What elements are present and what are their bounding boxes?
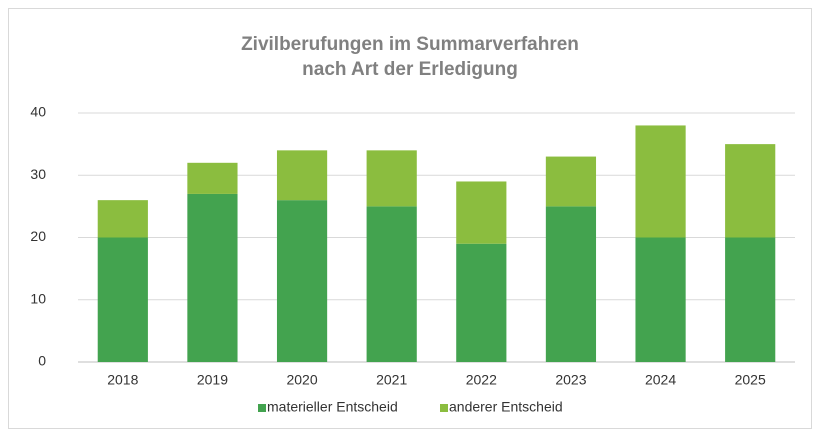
y-tick-label: 0 [38,353,46,369]
bar-segment [635,125,686,238]
bar-segment [725,237,776,362]
bar-segment [97,237,148,362]
chart-title: nach Art der Erledigung [302,59,518,80]
legend-label: anderer Entscheid [449,399,563,415]
bar-segment [276,150,328,201]
x-tick-label: 2019 [197,372,228,388]
x-tick-label: 2022 [466,372,497,388]
x-tick-label: 2023 [555,372,586,388]
bar-segment [187,162,238,194]
y-tick-label: 10 [30,290,46,306]
bar-segment [456,243,507,362]
bar-segment [366,150,417,207]
x-tick-label: 2018 [107,372,138,388]
bar-segment [545,206,597,362]
chart-title: Zivilberufungen im Summarverfahren [241,34,579,55]
y-tick-label: 40 [30,104,46,120]
bar-segment [635,237,686,362]
bar-segment [725,144,776,238]
legend-swatch [440,404,448,412]
bar-segment [187,193,238,362]
x-tick-label: 2024 [645,372,676,388]
x-tick-label: 2021 [376,372,407,388]
legend-swatch [258,404,266,412]
y-tick-label: 30 [30,166,46,182]
x-tick-label: 2025 [735,372,766,388]
bar-segment [97,200,148,238]
y-tick-label: 20 [30,228,46,244]
bar-segment [545,156,597,207]
bar-segment [276,200,328,362]
bar-segment [456,181,507,244]
x-tick-label: 2020 [286,372,317,388]
legend-label: materieller Entscheid [267,399,398,415]
bar-segment [366,206,417,362]
